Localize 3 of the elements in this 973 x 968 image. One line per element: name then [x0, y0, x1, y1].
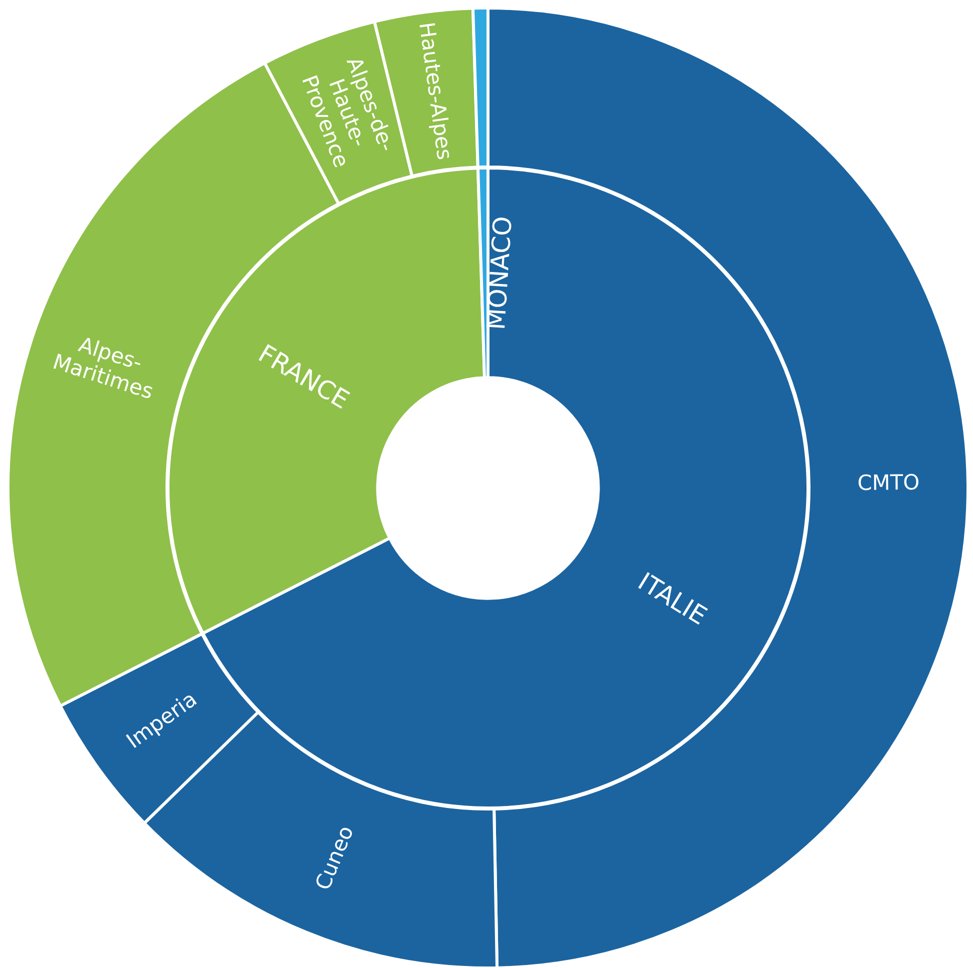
slice-label: CMTO	[857, 470, 920, 495]
slice-label: Hautes-Alpes	[414, 20, 457, 162]
slice-label: Cuneo	[310, 822, 358, 894]
